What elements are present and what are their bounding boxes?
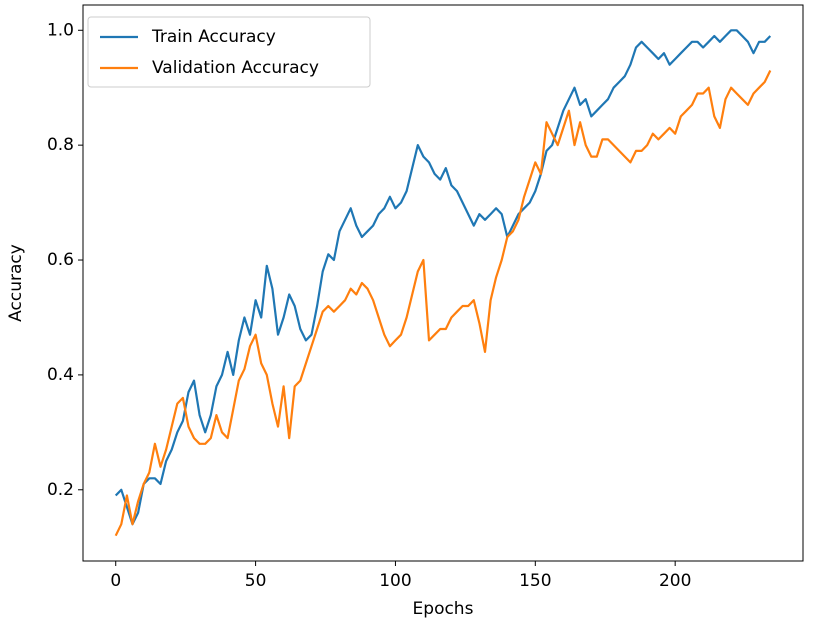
x-axis-label: Epochs [413,599,474,619]
legend-box [87,16,371,88]
x-tick-label: 100 [379,571,411,591]
y-tick-label: 0.2 [47,480,74,500]
y-axis-label: Accuracy [6,244,26,322]
y-tick-label: 0.6 [47,250,74,270]
plot-frame [82,4,804,562]
legend-label: Train Accuracy [151,27,276,47]
legend-label: Validation Accuracy [152,58,319,78]
line-series [114,70,772,537]
line-series [114,29,772,526]
x-tick-label: 200 [659,571,691,591]
y-tick-label: 1.0 [47,20,74,40]
x-tick-label: 50 [245,571,267,591]
x-tick-label: 150 [519,571,551,591]
y-tick-label: 0.4 [47,365,74,385]
x-tick-label: 0 [110,571,121,591]
y-tick-label: 0.8 [47,135,74,155]
